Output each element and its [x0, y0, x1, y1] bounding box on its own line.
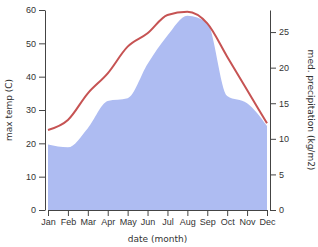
tick: 0	[31, 205, 45, 215]
tick: Apr	[101, 210, 115, 227]
tick: Dec	[259, 210, 276, 227]
axis-line	[49, 210, 268, 211]
tick-label: 40	[26, 72, 36, 82]
precipitation-area	[48, 16, 267, 210]
tick: Jul	[162, 210, 174, 227]
tick: 5	[270, 170, 284, 180]
tick-mark	[270, 103, 276, 104]
tick-label: 10	[26, 172, 36, 182]
tick-label: Mar	[81, 217, 97, 227]
tick: 10	[270, 134, 289, 144]
tick-mark	[270, 139, 276, 140]
tick-mark	[108, 210, 109, 216]
tick-mark	[39, 43, 45, 44]
tick: Jun	[141, 210, 156, 227]
chart: 01020304050600510152025JanFebMarAprMayJu…	[0, 0, 318, 247]
tick-label: 15	[279, 99, 289, 109]
tick-label: 30	[26, 105, 36, 115]
tick-mark	[167, 210, 168, 216]
tick: Oct	[221, 210, 236, 227]
tick-mark	[39, 210, 45, 211]
tick-mark	[39, 110, 45, 111]
tick-label: 20	[26, 139, 36, 149]
tick-label: Jun	[141, 217, 156, 227]
tick: 50	[26, 39, 45, 49]
tick-label: 60	[26, 5, 36, 15]
marks	[48, 12, 267, 210]
tick-label: 50	[26, 39, 36, 49]
tick-label: 5	[279, 170, 284, 180]
tick: 20	[26, 139, 45, 149]
tick: 30	[26, 105, 45, 115]
tick: 25	[270, 27, 289, 37]
tick-mark	[270, 32, 276, 33]
y2-axis-title: med. precipitation (kg/m2)	[306, 50, 316, 171]
tick: 60	[26, 5, 45, 15]
tick-mark	[270, 210, 276, 211]
tick-mark	[88, 210, 89, 216]
y2-axis: 0 5 10 15 20 25	[270, 11, 289, 216]
tick: Aug	[180, 210, 196, 227]
axis-line	[45, 11, 46, 211]
x-axis-title: date (month)	[128, 234, 187, 244]
tick-label: Sep	[200, 217, 216, 227]
y-axis-title: max temp (C)	[4, 79, 14, 141]
tick-mark	[247, 210, 248, 216]
tick-mark	[48, 210, 49, 216]
tick-mark	[39, 143, 45, 144]
tick: 20	[270, 63, 289, 73]
temp-line	[48, 12, 267, 130]
tick-label: 10	[279, 134, 289, 144]
tick-label: 20	[279, 63, 289, 73]
tick-label: Dec	[259, 217, 276, 227]
tick-label: 25	[279, 27, 289, 37]
tick-mark	[207, 210, 208, 216]
axis-line	[270, 11, 271, 211]
tick: May	[120, 210, 138, 227]
tick-mark	[128, 210, 129, 216]
tick-mark	[227, 210, 228, 216]
tick-mark	[270, 174, 276, 175]
tick-label: Jul	[162, 217, 174, 227]
tick: Mar	[81, 210, 97, 227]
tick-mark	[39, 10, 45, 11]
tick-mark	[267, 210, 268, 216]
tick-label: Feb	[61, 217, 77, 227]
tick: Jan	[41, 210, 56, 227]
y-axis: 0 10 20 30 40 50 60	[26, 5, 46, 215]
x-axis: Jan Feb Mar Apr MayJun Jul Aug Sep Oct NovDec	[41, 210, 276, 227]
tick: 10	[26, 172, 45, 182]
tick: Sep	[200, 210, 216, 227]
tick-mark	[187, 210, 188, 216]
tick-mark	[68, 210, 69, 216]
tick-label: Nov	[240, 217, 257, 227]
tick-mark	[39, 77, 45, 78]
tick-label: Aug	[180, 217, 196, 227]
tick-label: 0	[31, 205, 36, 215]
tick: 15	[270, 99, 289, 109]
tick-label: Jan	[41, 217, 56, 227]
tick-mark	[148, 210, 149, 216]
tick: 0	[270, 205, 284, 215]
tick-label: 0	[279, 205, 284, 215]
tick: Nov	[240, 210, 257, 227]
tick: Feb	[61, 210, 77, 227]
tick-label: Oct	[221, 217, 236, 227]
tick-label: May	[120, 217, 138, 227]
tick: 40	[26, 72, 45, 82]
tick-mark	[270, 68, 276, 69]
plot: 01020304050600510152025JanFebMarAprMayJu…	[26, 5, 289, 227]
tick-label: Apr	[101, 217, 115, 227]
tick-mark	[39, 177, 45, 178]
